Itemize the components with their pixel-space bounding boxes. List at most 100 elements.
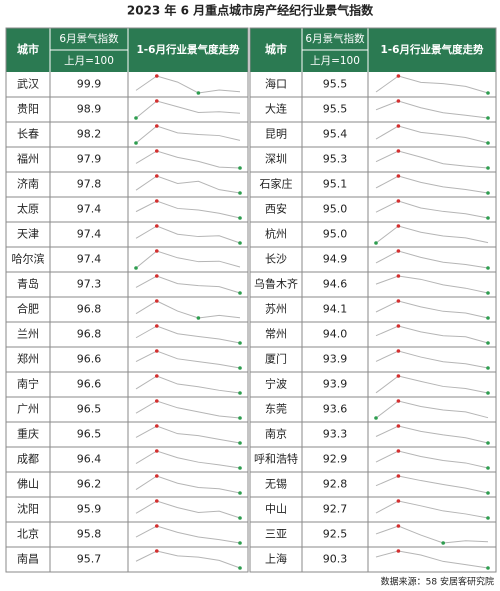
sparkline xyxy=(135,150,241,169)
city: 昆明 xyxy=(265,128,287,141)
min-dot xyxy=(238,241,242,245)
index: 94.0 xyxy=(323,328,348,341)
sparkline xyxy=(135,300,241,319)
min-dot xyxy=(238,166,242,170)
index: 96.5 xyxy=(77,428,102,441)
city: 佛山 xyxy=(17,478,39,491)
min-dot xyxy=(486,491,490,495)
max-dot xyxy=(396,549,401,553)
min-dot xyxy=(486,141,490,145)
city: 深圳 xyxy=(265,153,287,166)
max-dot xyxy=(396,199,401,203)
header-base: 上月=100 xyxy=(310,55,360,67)
max-dot xyxy=(155,224,159,228)
city: 长沙 xyxy=(265,253,287,266)
index: 93.6 xyxy=(323,403,348,416)
city: 福州 xyxy=(17,152,39,166)
city: 南昌 xyxy=(17,553,39,566)
max-dot xyxy=(396,474,401,478)
sparkline xyxy=(135,275,241,294)
sparkline xyxy=(375,100,489,119)
index: 93.9 xyxy=(323,378,348,391)
sparkline xyxy=(375,75,489,94)
min-dot xyxy=(238,441,242,445)
index: 92.8 xyxy=(323,478,348,491)
min-dot xyxy=(486,566,490,570)
city: 三亚 xyxy=(265,528,287,541)
sparkline xyxy=(375,400,489,419)
max-dot xyxy=(396,424,401,428)
city: 常州 xyxy=(265,328,287,341)
index: 95.8 xyxy=(77,528,102,541)
city: 苏州 xyxy=(265,303,287,316)
sparkline xyxy=(135,400,241,419)
sparkline xyxy=(135,75,241,94)
sparkline xyxy=(135,500,241,519)
min-dot xyxy=(486,291,490,295)
city: 东莞 xyxy=(265,403,287,416)
min-dot xyxy=(486,266,490,270)
title: 2023 年 6 月重点城市房产经纪行业景气指数 xyxy=(127,3,374,18)
min-dot xyxy=(486,341,490,345)
min-dot xyxy=(238,416,242,420)
min-dot xyxy=(374,416,378,420)
city: 郑州 xyxy=(17,352,39,366)
min-dot xyxy=(486,316,490,320)
city: 广州 xyxy=(17,403,39,416)
index: 95.3 xyxy=(323,153,348,166)
sparkline xyxy=(135,100,241,119)
sparkline xyxy=(135,525,241,544)
index: 94.6 xyxy=(323,278,348,291)
source: 数据来源：58 安居客研究院 xyxy=(381,576,494,588)
sparkline xyxy=(135,175,241,194)
city: 呼和浩特 xyxy=(254,452,298,466)
sparkline xyxy=(375,475,489,494)
header-base: 上月=100 xyxy=(64,55,114,67)
min-dot xyxy=(486,91,490,95)
sparkline xyxy=(135,225,241,244)
index: 96.6 xyxy=(77,378,102,391)
index: 94.9 xyxy=(323,253,348,266)
max-dot xyxy=(396,499,401,503)
min-dot xyxy=(486,441,490,445)
sparkline xyxy=(375,275,489,294)
city: 宁波 xyxy=(265,377,287,391)
index: 95.0 xyxy=(323,228,348,241)
table-border xyxy=(249,27,497,573)
index: 97.4 xyxy=(77,253,102,266)
sparkline xyxy=(135,125,241,144)
city: 厦门 xyxy=(265,352,287,366)
max-dot xyxy=(155,424,159,428)
min-dot xyxy=(441,541,446,545)
min-dot xyxy=(196,316,201,320)
max-dot xyxy=(396,399,401,403)
index: 96.2 xyxy=(77,478,102,491)
max-dot xyxy=(155,199,159,203)
index: 95.7 xyxy=(77,553,102,566)
max-dot xyxy=(396,224,401,228)
min-dot xyxy=(238,541,242,545)
sparkline xyxy=(135,475,241,494)
sparkline xyxy=(135,200,241,219)
city: 成都 xyxy=(17,453,39,466)
sparkline xyxy=(375,300,489,319)
max-dot xyxy=(396,124,401,128)
city: 青岛 xyxy=(17,277,39,291)
sparkline xyxy=(375,225,489,244)
min-dot xyxy=(238,291,242,295)
index: 90.3 xyxy=(323,553,348,566)
index: 96.8 xyxy=(77,328,102,341)
min-dot xyxy=(238,491,242,495)
sparkline xyxy=(375,450,489,469)
index: 96.4 xyxy=(77,453,102,466)
index: 97.9 xyxy=(77,153,102,166)
index: 92.5 xyxy=(323,528,348,541)
sparkline xyxy=(375,325,489,344)
sparkline xyxy=(375,525,489,544)
sparkline xyxy=(375,500,489,519)
max-dot xyxy=(155,374,159,378)
min-dot xyxy=(374,241,378,245)
sparkline xyxy=(375,200,489,219)
city: 无锡 xyxy=(265,477,287,491)
city: 乌鲁木齐 xyxy=(254,277,298,291)
